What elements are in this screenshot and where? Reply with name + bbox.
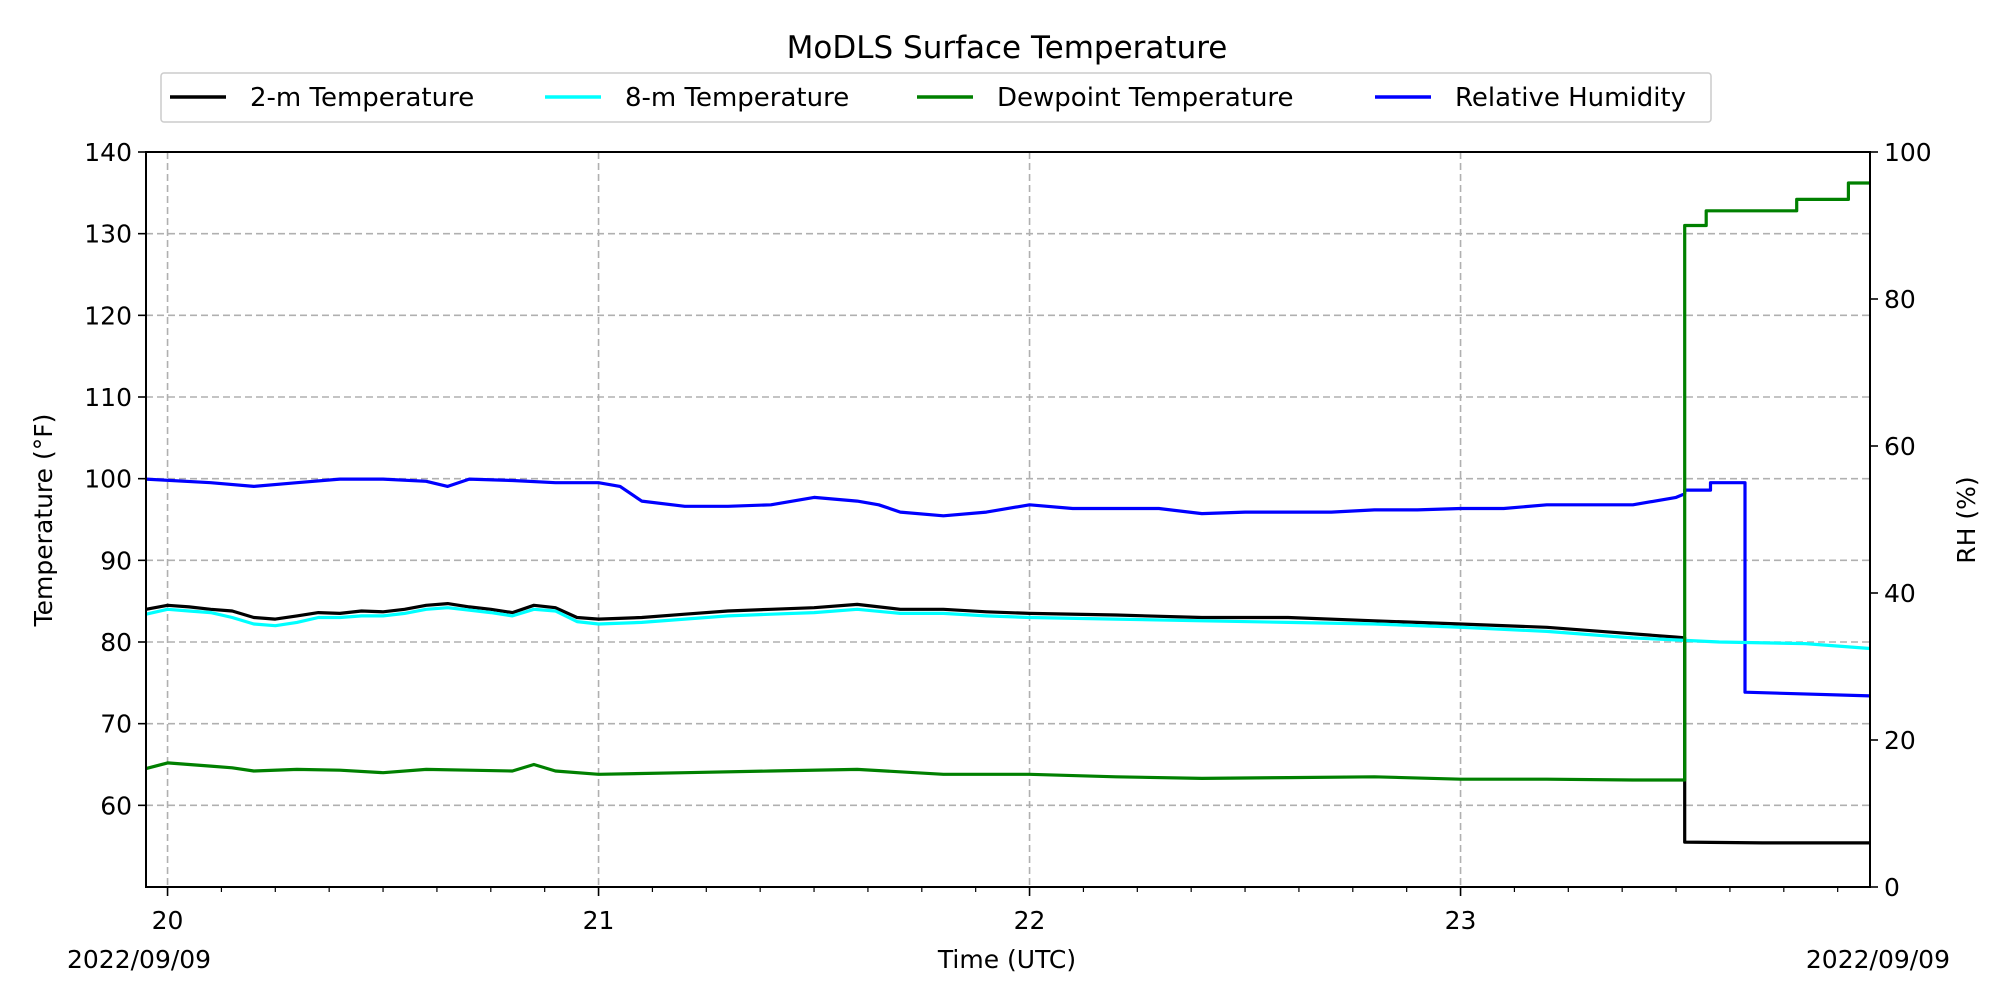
x-tick-label: 20 <box>152 906 184 935</box>
legend: 2-m Temperature 8-m Temperature Dewpoint T… <box>160 72 1712 123</box>
y2-tick-label: 100 <box>1884 138 1932 167</box>
x-tick-label: 22 <box>1014 906 1046 935</box>
chart-title: MoDLS Surface Temperature <box>787 30 1228 66</box>
legend-label-3: Dewpoint Temperature <box>997 83 1294 113</box>
y-tick-label: 80 <box>100 628 132 657</box>
y-tick-label: 60 <box>100 791 132 820</box>
y-tick-label: 110 <box>84 383 132 412</box>
x-end-date-label: 2022/09/09 <box>1806 945 1950 974</box>
y-axis-label: Temperature (°F) <box>29 414 58 628</box>
y-tick-label: 100 <box>84 465 132 494</box>
series-line-3 <box>145 181 1870 782</box>
series-line-1 <box>145 601 1870 845</box>
y2-tick-label: 80 <box>1884 285 1916 314</box>
legend-label-1: 2-m Temperature <box>250 83 474 113</box>
plot-frame <box>145 151 1871 888</box>
axes: 60 70 80 90 100 110 120 130 140 20 21 22 23 0 20 40 60 80… <box>84 138 1931 935</box>
legend-label-2: 8-m Temperature <box>625 83 849 113</box>
legend-label-4: Relative Humidity <box>1455 83 1686 113</box>
x-axis-label: Time (UTC) <box>937 945 1076 974</box>
y-tick-label: 140 <box>84 138 132 167</box>
y2-tick-label: 20 <box>1884 726 1916 755</box>
series-layer <box>145 181 1871 845</box>
y2-tick-label: 0 <box>1884 873 1900 902</box>
series-line-2 <box>145 606 1871 651</box>
y2-tick-label: 60 <box>1884 432 1916 461</box>
x-tick-label: 23 <box>1445 906 1477 935</box>
y-tick-label: 130 <box>84 220 132 249</box>
grid <box>146 151 1870 887</box>
y-tick-label: 70 <box>100 710 132 739</box>
series-line-4 <box>145 477 1871 698</box>
y-tick-label: 90 <box>100 546 132 575</box>
x-start-date-label: 2022/09/09 <box>67 945 211 974</box>
x-tick-label: 21 <box>583 906 615 935</box>
y-tick-label: 120 <box>84 301 132 330</box>
y2-axis-label: RH (%) <box>1952 476 1981 563</box>
y2-tick-label: 40 <box>1884 579 1916 608</box>
